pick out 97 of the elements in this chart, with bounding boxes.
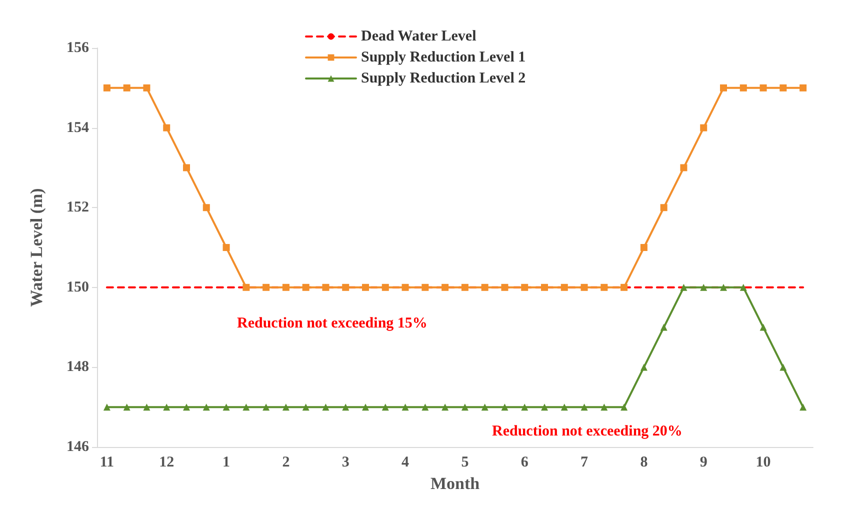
point xyxy=(282,284,290,291)
point xyxy=(103,84,110,92)
point xyxy=(422,404,429,411)
point xyxy=(322,284,330,291)
x-tick-label: 7 xyxy=(580,454,589,470)
y-tick-label: 146 xyxy=(66,439,90,455)
point xyxy=(660,204,668,212)
point xyxy=(242,284,250,291)
point xyxy=(640,244,648,251)
point xyxy=(442,284,449,291)
point xyxy=(183,404,190,411)
point xyxy=(143,84,150,92)
point xyxy=(282,404,290,411)
point xyxy=(780,84,787,92)
y-tick-label: 150 xyxy=(66,279,89,296)
point xyxy=(103,404,110,411)
point xyxy=(382,284,389,291)
point xyxy=(740,84,747,92)
point xyxy=(580,284,588,291)
x-tick-label: 2 xyxy=(282,454,290,470)
point xyxy=(620,404,628,411)
point xyxy=(481,404,488,411)
legend-label: Dead Water Level xyxy=(361,28,476,44)
x-tick-label: 6 xyxy=(520,454,529,470)
point xyxy=(680,164,688,172)
point xyxy=(222,244,230,251)
legend-label: Supply Reduction Level 1 xyxy=(361,50,526,66)
point xyxy=(143,404,150,411)
point xyxy=(422,284,429,291)
point xyxy=(541,284,548,291)
point xyxy=(262,284,270,291)
x-tick-label: 11 xyxy=(100,454,114,470)
point xyxy=(222,404,230,411)
x-tick-label: 9 xyxy=(700,454,708,470)
point xyxy=(202,404,210,411)
point xyxy=(342,284,350,291)
point xyxy=(560,404,568,411)
point xyxy=(302,404,310,411)
point xyxy=(501,404,508,411)
point xyxy=(800,84,807,92)
point xyxy=(560,284,568,291)
point xyxy=(700,124,708,132)
point xyxy=(442,404,449,411)
point xyxy=(760,84,767,92)
y-tick-label: 148 xyxy=(66,359,89,376)
point xyxy=(740,284,747,291)
point xyxy=(600,284,608,291)
x-tick-label: 10 xyxy=(756,454,771,470)
point xyxy=(760,324,767,331)
point xyxy=(780,364,787,371)
point xyxy=(183,164,190,172)
y-axis-title: Water Level (m) xyxy=(27,188,46,307)
point xyxy=(620,284,628,291)
point xyxy=(640,364,648,371)
point xyxy=(541,404,548,411)
point xyxy=(302,284,310,291)
x-axis-title: Month xyxy=(430,474,480,493)
legend-label: Supply Reduction Level 2 xyxy=(361,70,526,86)
point xyxy=(501,284,508,291)
point xyxy=(461,284,468,291)
point xyxy=(700,284,708,291)
point xyxy=(202,204,210,212)
annotation: Reduction not exceeding 15% xyxy=(237,316,428,332)
point xyxy=(163,404,170,411)
point xyxy=(362,404,369,411)
y-tick-label: 154 xyxy=(66,120,90,136)
x-tick-label: 12 xyxy=(159,454,174,470)
point xyxy=(461,404,468,411)
point xyxy=(242,404,250,411)
x-tick-label: 4 xyxy=(402,454,410,470)
point xyxy=(720,284,727,291)
point xyxy=(521,404,528,411)
y-tick-label: 156 xyxy=(66,40,90,56)
point xyxy=(580,404,588,411)
point xyxy=(600,404,608,411)
point xyxy=(402,404,409,411)
point xyxy=(521,284,528,291)
x-tick-label: 1 xyxy=(222,454,230,470)
y-tick-label: 152 xyxy=(66,200,89,216)
point xyxy=(163,124,170,132)
x-tick-label: 5 xyxy=(461,454,469,470)
point xyxy=(720,84,727,92)
x-tick-label: 8 xyxy=(640,454,648,470)
point xyxy=(123,84,130,92)
point xyxy=(680,284,688,291)
point xyxy=(362,284,369,291)
annotation: Reduction not exceeding 20% xyxy=(492,424,682,440)
point xyxy=(402,284,409,291)
point xyxy=(262,404,270,411)
point xyxy=(660,324,668,331)
point xyxy=(322,404,330,411)
point xyxy=(123,404,130,411)
point xyxy=(481,284,488,291)
point xyxy=(342,404,350,411)
x-tick-label: 3 xyxy=(342,454,350,470)
point xyxy=(382,404,389,411)
point xyxy=(800,404,807,411)
